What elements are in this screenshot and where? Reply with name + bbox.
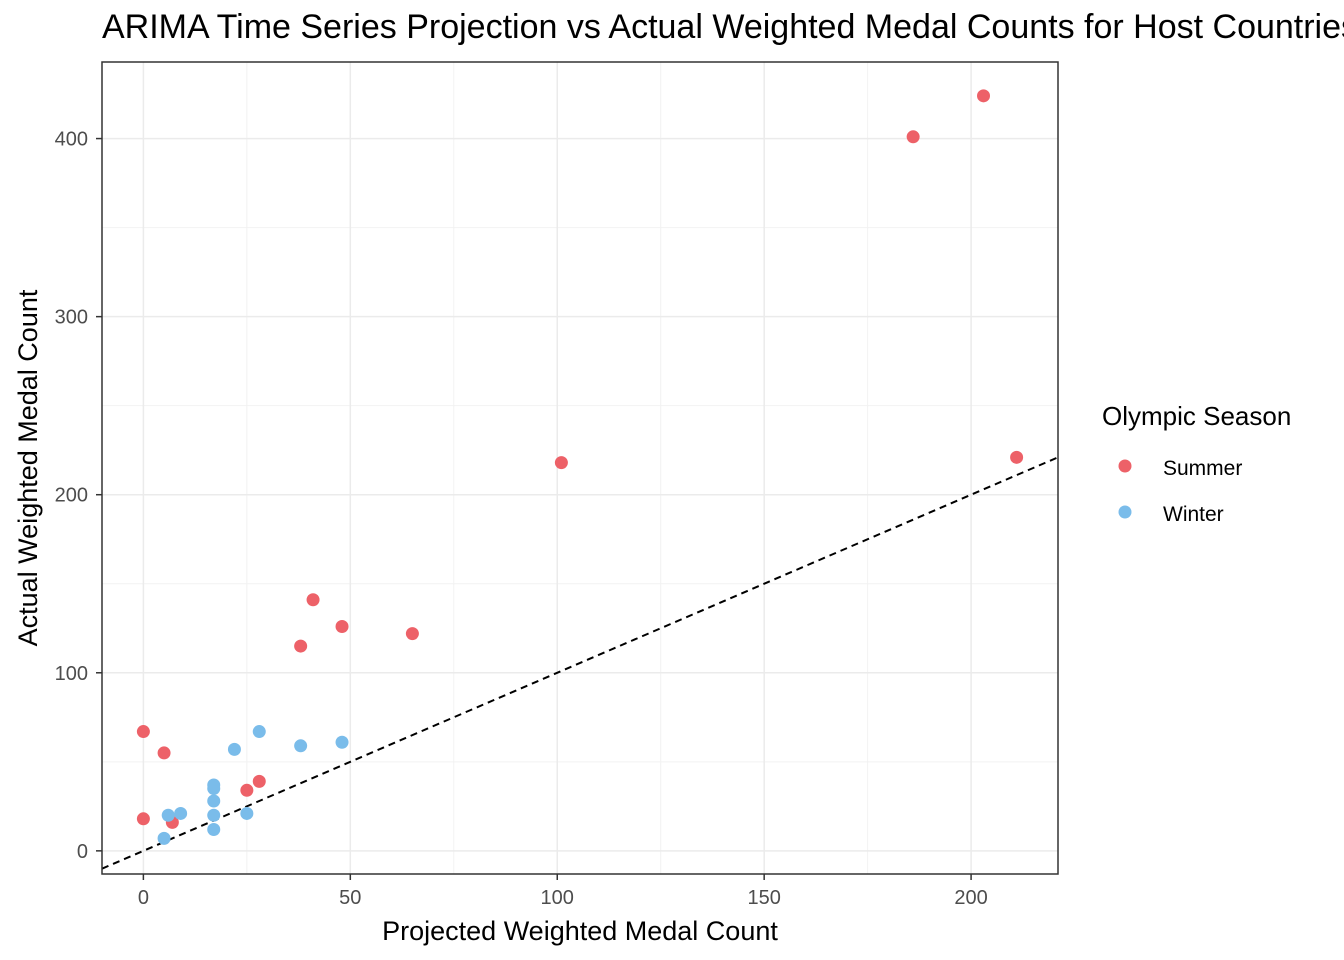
point-summer [1010,450,1024,464]
y-tick-label: 0 [77,841,88,863]
point-summer [294,639,308,653]
point-winter [207,808,221,822]
x-tick-label: 200 [954,887,987,909]
point-winter [174,806,188,820]
point-summer [977,89,991,103]
panel-border [101,61,1059,875]
point-winter [157,831,171,845]
point-winter [335,735,349,749]
y-tick-label: 400 [55,129,88,151]
point-summer [136,725,150,739]
legend-label-summer: Summer [1163,457,1242,480]
point-summer [554,456,568,470]
y-axis-title: Actual Weighted Medal Count [13,289,43,646]
data-points [136,89,1024,845]
point-summer [306,593,320,607]
axis-tick-labels: 0 50 100 150 200 0 100 200 300 400 [55,129,988,909]
legend: Olympic Season Summer Winter [1102,401,1291,526]
y-tick-label: 200 [55,485,88,507]
point-winter [240,806,254,820]
point-winter [207,822,221,836]
point-winter [252,725,266,739]
point-summer [136,812,150,826]
point-summer [252,774,266,788]
point-summer [405,627,419,641]
grid-minor [102,62,1058,874]
point-winter [294,739,308,753]
point-summer [335,619,349,633]
point-summer [157,746,171,760]
point-winter [207,778,221,792]
y-tick-label: 300 [55,307,88,329]
point-winter [227,742,241,756]
axis-ticks [96,137,972,880]
identity-reference-line [101,456,1059,870]
x-tick-label: 0 [138,887,149,909]
x-axis-title: Projected Weighted Medal Count [382,916,778,946]
point-winter [207,794,221,808]
x-tick-label: 50 [339,887,361,909]
point-summer [240,783,254,797]
point-winter [161,808,175,822]
legend-key-winter [1118,505,1132,519]
x-tick-label: 100 [541,887,574,909]
legend-label-winter: Winter [1163,503,1224,526]
x-tick-label: 150 [747,887,780,909]
panel-background [102,62,1058,874]
legend-key-summer [1118,459,1132,473]
point-summer [906,130,920,144]
grid-major [102,62,1058,874]
chart-title: ARIMA Time Series Projection vs Actual W… [102,8,1344,46]
y-tick-label: 100 [55,663,88,685]
legend-title: Olympic Season [1102,401,1291,431]
